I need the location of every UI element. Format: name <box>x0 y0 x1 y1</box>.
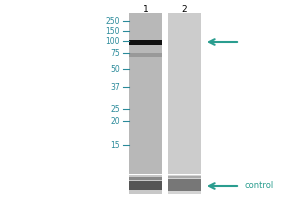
Text: 20: 20 <box>110 116 120 126</box>
Bar <box>129 181 162 190</box>
Text: 150: 150 <box>106 26 120 36</box>
Text: 25: 25 <box>110 105 120 114</box>
Bar <box>129 177 162 180</box>
Bar <box>129 175 162 194</box>
Text: 75: 75 <box>110 48 120 58</box>
Text: control: control <box>244 182 274 190</box>
Bar <box>168 179 201 191</box>
Text: 50: 50 <box>110 64 120 73</box>
Bar <box>129 40 162 45</box>
Text: 250: 250 <box>106 17 120 25</box>
Bar <box>129 13 162 174</box>
Bar <box>168 175 201 194</box>
Bar <box>129 53 162 57</box>
Text: 15: 15 <box>110 140 120 150</box>
Text: 1: 1 <box>142 4 148 14</box>
Bar <box>168 13 201 174</box>
Bar <box>168 176 201 178</box>
Text: 2: 2 <box>182 4 187 14</box>
Text: 100: 100 <box>106 36 120 46</box>
Text: 37: 37 <box>110 82 120 92</box>
